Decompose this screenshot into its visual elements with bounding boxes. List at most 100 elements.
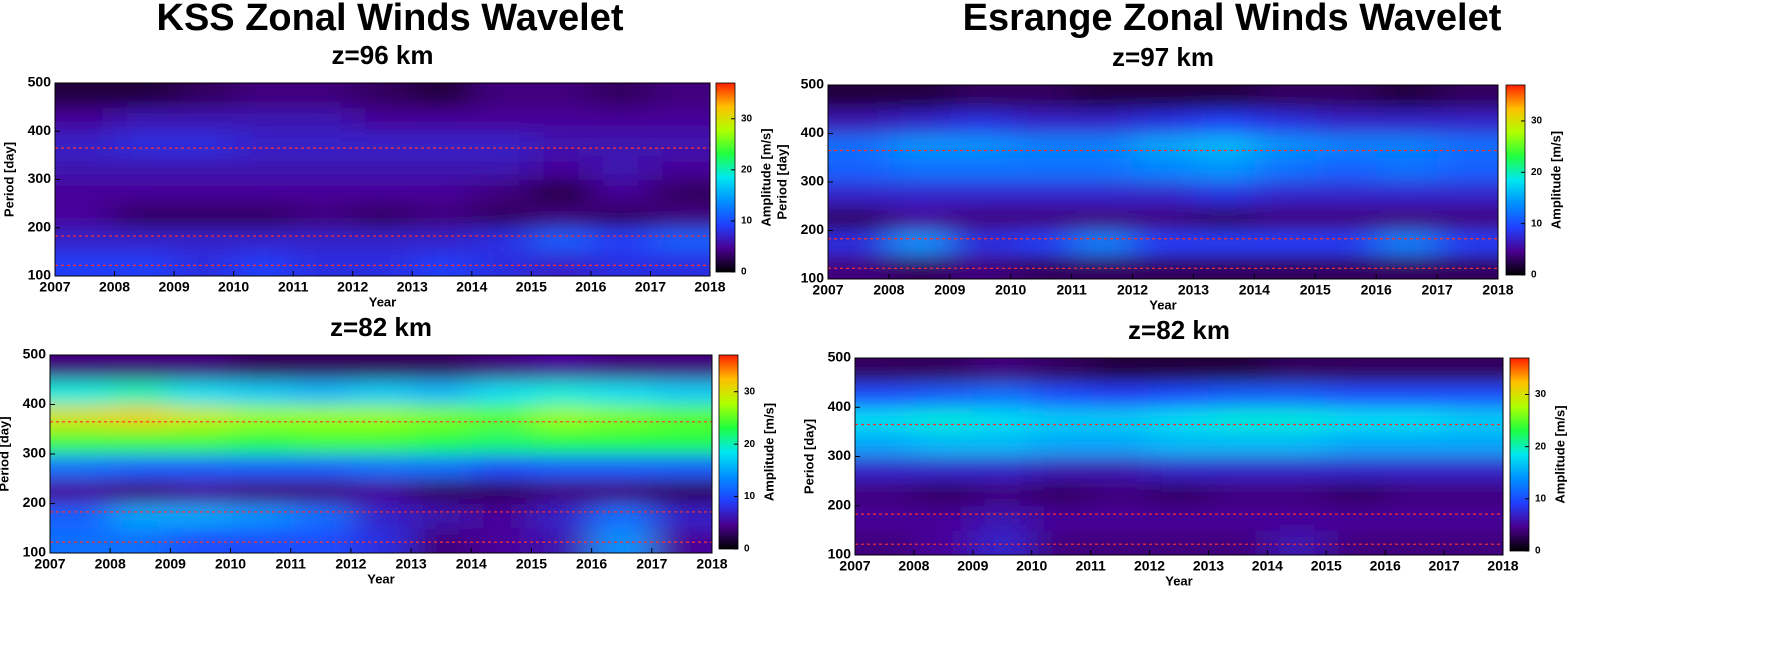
heatmap-cell <box>471 179 532 205</box>
heatmap-cell <box>471 404 532 430</box>
heatmap-cell <box>531 179 592 205</box>
heatmap-cell <box>110 429 171 455</box>
heatmap-cell <box>1437 206 1498 231</box>
heatmap-cell <box>1267 530 1327 555</box>
heatmap-cell <box>888 206 951 231</box>
heatmap-cell <box>1010 254 1073 279</box>
heatmap-cell <box>471 379 532 405</box>
heatmap-cell <box>1010 157 1073 183</box>
x-tick-label: 2017 <box>1429 558 1460 574</box>
heatmap-cell <box>972 382 1033 408</box>
colorbar-label: Amplitude [m/s] <box>1548 131 1563 229</box>
heatmap-cell <box>1031 382 1092 408</box>
heatmap-cell <box>1326 407 1386 433</box>
heatmap-cell <box>855 358 915 384</box>
heatmap-cell <box>1193 182 1255 207</box>
heatmap-cell <box>1193 85 1255 110</box>
colorbar <box>715 82 736 273</box>
heatmap-cell <box>1132 85 1194 110</box>
heatmap-cell <box>591 528 653 553</box>
heatmap-cell <box>1254 133 1316 159</box>
heatmap-cell <box>949 85 1012 110</box>
heatmap-cell <box>1149 431 1209 457</box>
heatmap-cell <box>1315 109 1377 134</box>
heatmap-cell <box>1437 157 1498 183</box>
heatmap-cell <box>114 251 175 276</box>
heatmap-cell <box>293 107 354 132</box>
figure-title: Esrange Zonal Winds Wavelet <box>963 0 1502 39</box>
heatmap-cell <box>1090 358 1151 384</box>
heatmap-cell <box>471 528 532 553</box>
heatmap-cell <box>591 503 653 529</box>
heatmap-cell <box>651 429 712 455</box>
heatmap-cell <box>290 404 352 430</box>
heatmap-cell <box>855 530 915 555</box>
heatmap-cell <box>55 203 116 229</box>
colorbar-tick-label: 10 <box>1531 218 1543 229</box>
heatmap-cell <box>1315 157 1377 183</box>
heatmap-cell <box>471 83 532 108</box>
heatmap-cell <box>412 203 473 229</box>
colorbar-tick-label: 0 <box>1531 270 1537 281</box>
heatmap-cell <box>1193 230 1255 256</box>
heatmap-cell <box>1010 133 1073 159</box>
heatmap-cell <box>1315 133 1377 159</box>
colorbar-label: Amplitude [m/s] <box>761 403 776 501</box>
heatmap-cell <box>1071 182 1134 207</box>
heatmap-cell <box>1385 456 1445 482</box>
heatmap-cell <box>110 379 171 405</box>
y-tick-label: 500 <box>828 349 852 365</box>
figure-title: KSS Zonal Winds Wavelet <box>157 0 624 39</box>
x-tick-label: 2015 <box>1311 558 1342 574</box>
heatmap-cell <box>1149 481 1209 507</box>
heatmap-cell <box>1149 456 1209 482</box>
x-tick-label: 2010 <box>995 282 1026 298</box>
heatmap-cell <box>855 481 915 507</box>
heatmap-cell <box>170 528 232 553</box>
heatmap-cell <box>590 179 651 205</box>
heatmap-cell <box>1376 206 1438 231</box>
x-tick-label: 2014 <box>1239 282 1270 298</box>
heatmap-cell <box>651 379 712 405</box>
heatmap-cell <box>949 182 1012 207</box>
heatmap-cell <box>1326 431 1386 457</box>
y-tick-label: 300 <box>23 445 47 461</box>
heatmap-cell <box>913 382 974 408</box>
heatmap-cell <box>828 206 890 231</box>
heatmap-cell <box>1444 505 1503 531</box>
colorbar-tick-label: 20 <box>744 439 756 450</box>
heatmap-cell <box>55 131 116 156</box>
heatmap-cell <box>1090 481 1151 507</box>
heatmap-cell <box>591 429 653 455</box>
x-tick-label: 2008 <box>95 556 126 572</box>
heatmap-cell <box>1071 109 1134 134</box>
colorbar <box>1509 357 1530 552</box>
heatmap-cell <box>352 83 413 108</box>
heatmap-cell <box>350 454 412 480</box>
panel-title: z=96 km <box>332 40 434 70</box>
heatmap-cell <box>828 182 890 207</box>
heatmap-cell <box>290 528 352 553</box>
y-axis-label: Period [day] <box>0 416 11 491</box>
heatmap-cell <box>1376 230 1438 256</box>
heatmap-cell <box>650 203 710 229</box>
x-tick-label: 2007 <box>39 279 70 295</box>
heatmap-cell <box>913 456 974 482</box>
heatmap-cell <box>828 133 890 159</box>
heatmap-cell <box>50 379 111 405</box>
heatmap-cell <box>1071 254 1134 279</box>
heatmap-cell <box>855 505 915 531</box>
heatmap-cell <box>471 355 532 381</box>
y-tick-label: 200 <box>23 494 47 510</box>
heatmap-cell <box>471 203 532 229</box>
x-axis-label: Year <box>1149 297 1176 312</box>
heatmap-cell <box>1326 358 1386 384</box>
heatmap-cell <box>591 478 653 504</box>
heatmap-cell <box>828 157 890 183</box>
heatmap-cell <box>1208 382 1268 408</box>
x-tick-label: 2013 <box>396 556 427 572</box>
colorbar <box>718 354 739 550</box>
heatmap-cell <box>972 358 1033 384</box>
